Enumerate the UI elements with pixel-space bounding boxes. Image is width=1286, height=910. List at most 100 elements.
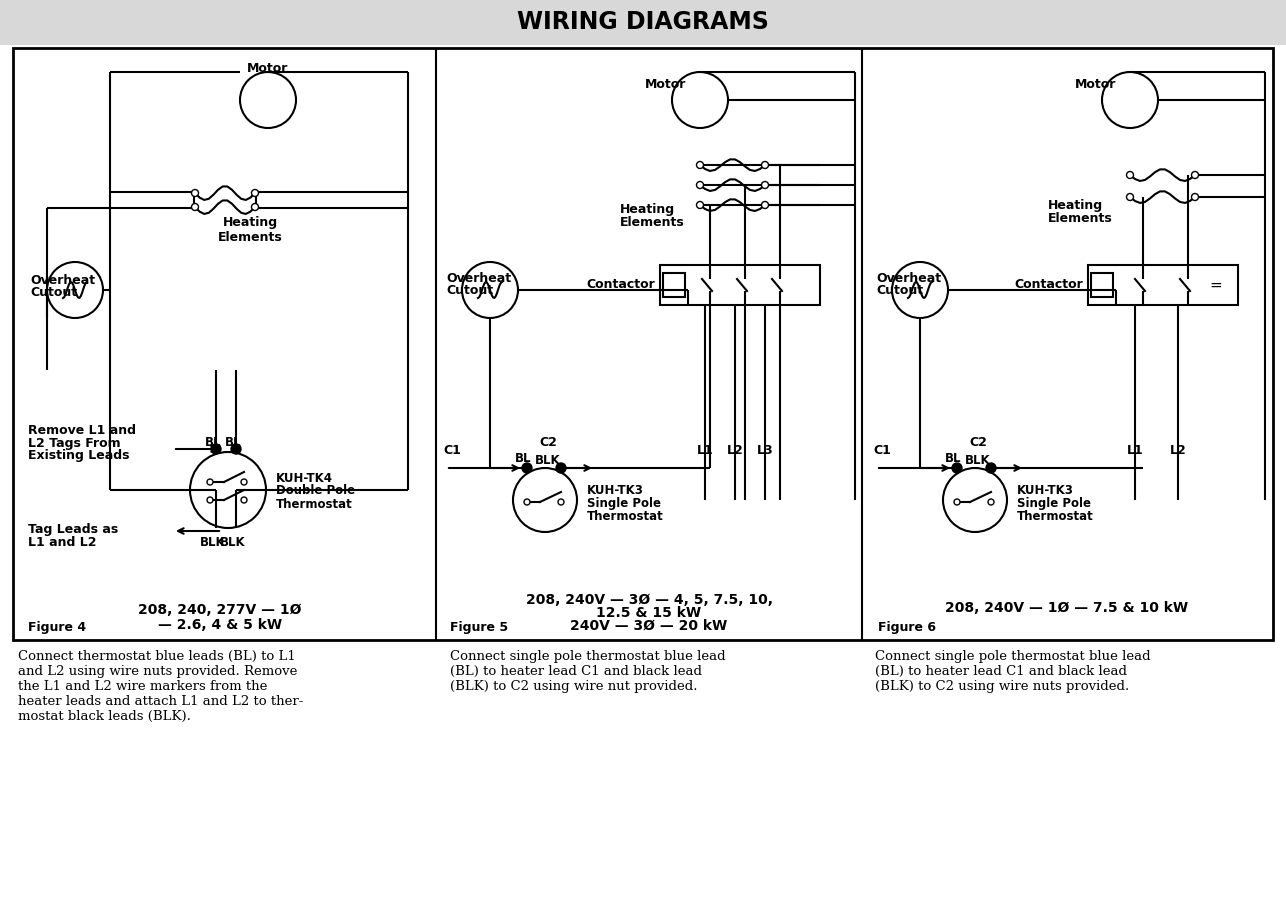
Text: Overheat: Overheat — [876, 271, 941, 285]
Text: Cutout: Cutout — [30, 287, 77, 299]
Text: BLK: BLK — [220, 535, 246, 549]
Circle shape — [190, 452, 266, 528]
Circle shape — [697, 201, 703, 208]
Circle shape — [252, 204, 258, 210]
Text: BL: BL — [945, 451, 961, 464]
Circle shape — [207, 479, 213, 485]
Circle shape — [207, 497, 213, 503]
Bar — [1091, 273, 1112, 297]
Text: Thermostat: Thermostat — [586, 510, 664, 522]
Text: BL: BL — [514, 451, 531, 464]
Text: BLK: BLK — [966, 453, 990, 467]
Text: L2: L2 — [1170, 443, 1187, 457]
Circle shape — [192, 204, 198, 210]
Text: Heating
Elements: Heating Elements — [217, 216, 283, 244]
Text: 208, 240, 277V — 1Ø: 208, 240, 277V — 1Ø — [139, 603, 302, 617]
Text: Motor: Motor — [247, 62, 288, 75]
Circle shape — [986, 463, 995, 473]
Circle shape — [892, 262, 948, 318]
Text: Figure 5: Figure 5 — [450, 622, 508, 634]
Circle shape — [211, 444, 221, 454]
Text: 208, 240V — 1Ø — 7.5 & 10 kW: 208, 240V — 1Ø — 7.5 & 10 kW — [945, 601, 1188, 615]
Text: Existing Leads: Existing Leads — [28, 450, 130, 462]
Bar — [13, 48, 1273, 640]
Text: BL: BL — [204, 436, 221, 449]
Text: C1: C1 — [873, 443, 891, 457]
Circle shape — [1192, 194, 1199, 200]
Text: C2: C2 — [539, 436, 557, 449]
Text: BLK: BLK — [201, 535, 226, 549]
Text: L2: L2 — [727, 443, 743, 457]
Circle shape — [988, 499, 994, 505]
Circle shape — [1127, 171, 1133, 178]
Circle shape — [240, 479, 247, 485]
Text: WIRING DIAGRAMS: WIRING DIAGRAMS — [517, 10, 769, 34]
Circle shape — [1102, 72, 1157, 128]
Text: Connect thermostat blue leads (BL) to L1
and L2 using wire nuts provided. Remove: Connect thermostat blue leads (BL) to L1… — [18, 650, 303, 723]
Bar — [660, 265, 820, 305]
Circle shape — [192, 189, 198, 197]
Text: Thermostat: Thermostat — [276, 498, 352, 511]
Text: — 2.6, 4 & 5 kW: — 2.6, 4 & 5 kW — [158, 618, 282, 632]
Text: L1 and L2: L1 and L2 — [28, 537, 96, 550]
Text: Connect single pole thermostat blue lead
(BL) to heater lead C1 and black lead
(: Connect single pole thermostat blue lead… — [450, 650, 725, 693]
Text: Cutout: Cutout — [446, 285, 493, 298]
Text: BL: BL — [225, 436, 242, 449]
Text: 208, 240V — 3Ø — 4, 5, 7.5, 10,: 208, 240V — 3Ø — 4, 5, 7.5, 10, — [526, 593, 773, 607]
Bar — [1088, 265, 1238, 305]
Circle shape — [761, 201, 769, 208]
Text: Single Pole: Single Pole — [586, 497, 661, 510]
Circle shape — [954, 499, 961, 505]
Circle shape — [240, 72, 296, 128]
Circle shape — [673, 72, 728, 128]
Circle shape — [943, 468, 1007, 532]
Text: Cutout: Cutout — [876, 285, 923, 298]
Circle shape — [761, 161, 769, 168]
Text: Single Pole: Single Pole — [1017, 497, 1091, 510]
Text: KUH-TK4: KUH-TK4 — [276, 471, 333, 484]
Circle shape — [558, 499, 565, 505]
Text: Contactor: Contactor — [586, 278, 655, 291]
Text: Overheat: Overheat — [446, 271, 511, 285]
Text: BLK: BLK — [535, 453, 561, 467]
Bar — [664, 273, 685, 297]
Text: Heating: Heating — [1048, 198, 1103, 211]
Text: L1: L1 — [697, 443, 714, 457]
Text: Connect single pole thermostat blue lead
(BL) to heater lead C1 and black lead
(: Connect single pole thermostat blue lead… — [874, 650, 1151, 693]
Text: =: = — [1210, 278, 1223, 292]
Text: KUH-TK3: KUH-TK3 — [586, 483, 644, 497]
Text: Tag Leads as: Tag Leads as — [28, 523, 118, 537]
Text: C1: C1 — [444, 443, 460, 457]
Circle shape — [513, 468, 577, 532]
Text: Heating: Heating — [620, 204, 675, 217]
Circle shape — [231, 444, 240, 454]
Text: Double Pole: Double Pole — [276, 484, 355, 498]
Text: Remove L1 and: Remove L1 and — [28, 423, 136, 437]
Circle shape — [48, 262, 103, 318]
Circle shape — [556, 463, 566, 473]
Circle shape — [1127, 194, 1133, 200]
Text: 240V — 3Ø — 20 kW: 240V — 3Ø — 20 kW — [571, 619, 728, 633]
Text: Overheat: Overheat — [30, 274, 95, 287]
Bar — [0, 0, 1286, 45]
Text: Elements: Elements — [1048, 211, 1112, 225]
Circle shape — [523, 499, 530, 505]
Circle shape — [1192, 171, 1199, 178]
Text: Thermostat: Thermostat — [1017, 510, 1094, 522]
Text: L2 Tags From: L2 Tags From — [28, 437, 121, 450]
Circle shape — [522, 463, 532, 473]
Text: 12.5 & 15 kW: 12.5 & 15 kW — [597, 606, 702, 620]
Text: Motor: Motor — [1075, 78, 1116, 92]
Text: Motor: Motor — [646, 78, 687, 92]
Circle shape — [240, 497, 247, 503]
Text: L1: L1 — [1127, 443, 1143, 457]
Circle shape — [697, 181, 703, 188]
Text: Elements: Elements — [620, 217, 684, 229]
Text: C2: C2 — [970, 436, 986, 449]
Text: L3: L3 — [756, 443, 773, 457]
Text: Figure 6: Figure 6 — [878, 622, 936, 634]
Circle shape — [697, 161, 703, 168]
Circle shape — [761, 181, 769, 188]
Circle shape — [252, 189, 258, 197]
Circle shape — [952, 463, 962, 473]
